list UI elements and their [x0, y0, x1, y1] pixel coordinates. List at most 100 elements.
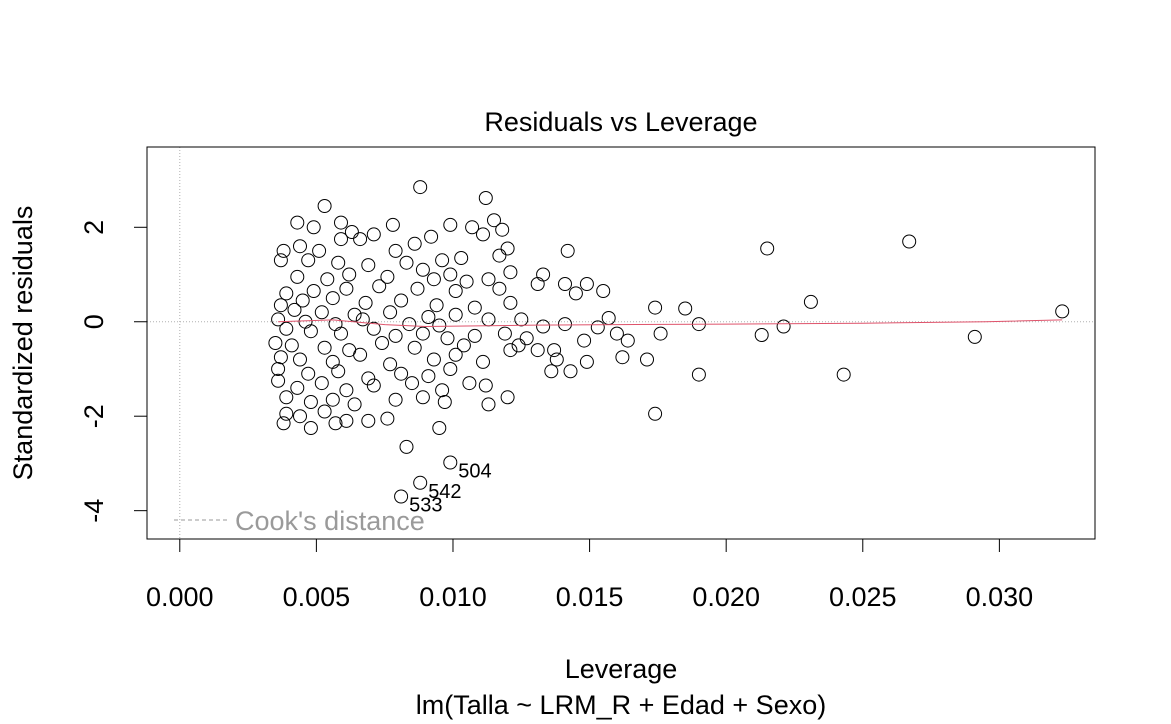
y-tick-label: -4: [79, 499, 109, 523]
data-point: [462, 376, 477, 391]
data-point: [328, 416, 343, 431]
data-point: [437, 395, 452, 409]
data-point: [276, 416, 291, 431]
data-point: [331, 255, 346, 270]
data-point: [293, 352, 307, 367]
data-point: [500, 241, 515, 256]
data-point: [342, 267, 357, 282]
data-point: [415, 326, 430, 341]
point-label: 504: [458, 461, 491, 483]
y-tick-label: 2: [79, 220, 109, 235]
data-point: [380, 269, 395, 284]
data-point: [432, 421, 447, 435]
data-point: [314, 376, 329, 391]
data-point: [293, 239, 307, 254]
data-point: [290, 269, 305, 284]
data-point: [415, 262, 430, 277]
data-point: [640, 352, 654, 367]
data-point: [380, 411, 395, 426]
data-point: [481, 397, 496, 412]
data-point: [361, 371, 376, 386]
data-point: [402, 317, 417, 332]
data-point: [339, 383, 354, 398]
data-point: [609, 326, 624, 341]
data-point: [558, 277, 572, 291]
data-point: [465, 220, 480, 235]
data-point: [760, 241, 775, 256]
data-point: [407, 340, 422, 355]
y-axis-label: Standardized residuals: [8, 206, 38, 481]
data-point: [467, 300, 482, 315]
data-point: [334, 215, 348, 230]
data-point: [596, 284, 611, 298]
data-point: [383, 357, 398, 372]
data-point: [273, 350, 288, 365]
data-point: [435, 383, 450, 398]
data-point: [536, 319, 551, 334]
data-point: [271, 362, 286, 376]
data-point: [295, 293, 310, 308]
data-point: [366, 227, 381, 242]
data-point: [375, 336, 389, 350]
point-label: 542: [428, 481, 461, 503]
data-point: [388, 392, 403, 407]
x-tick-label: 0.020: [692, 582, 760, 612]
data-point: [312, 243, 327, 258]
data-point: [497, 326, 512, 341]
data-point: [388, 243, 403, 258]
data-point: [339, 413, 354, 428]
data-point: [530, 277, 545, 291]
data-point: [399, 255, 414, 270]
plot-frame: [146, 146, 1096, 540]
data-point: [424, 229, 439, 244]
x-tick-label: 0.005: [283, 582, 351, 612]
data-point: [413, 475, 428, 490]
data-point: [279, 390, 294, 405]
data-point: [385, 217, 400, 232]
data-point: [405, 376, 419, 391]
data-point: [530, 343, 545, 358]
data-point: [481, 312, 496, 327]
data-point: [691, 367, 706, 382]
data-point: [476, 227, 490, 242]
data-point: [279, 321, 294, 336]
x-tick-label: 0.010: [419, 582, 487, 612]
data-point: [456, 338, 471, 353]
data-point: [358, 295, 373, 310]
data-point: [426, 272, 441, 287]
data-point: [544, 364, 559, 379]
data-point: [429, 298, 444, 313]
data-point: [678, 301, 693, 316]
data-point: [394, 293, 409, 308]
data-point: [361, 413, 376, 428]
data-point: [334, 232, 348, 247]
data-point: [271, 312, 286, 327]
data-point: [514, 312, 529, 327]
data-point: [293, 409, 307, 424]
data-point: [577, 333, 592, 348]
data-point: [339, 281, 354, 296]
data-point: [303, 421, 318, 435]
data-point: [519, 331, 534, 346]
chart-subtitle: lm(Talla ~ LRM_R + Edad + Sexo): [416, 690, 826, 720]
data-point: [776, 319, 791, 334]
data-point: [568, 286, 583, 301]
data-point: [279, 286, 294, 301]
data-point: [361, 258, 376, 273]
data-point: [306, 284, 321, 298]
data-point: [271, 373, 286, 388]
data-point: [331, 364, 346, 379]
data-point: [421, 369, 436, 384]
legend-label: Cook's distance: [235, 506, 425, 536]
x-tick-label: 0.025: [829, 582, 897, 612]
data-point: [394, 366, 409, 381]
data-point: [648, 406, 663, 421]
data-point: [492, 281, 507, 296]
x-tick-label: 0.030: [966, 582, 1034, 612]
data-point: [410, 281, 425, 296]
data-point: [500, 390, 515, 405]
data-point: [467, 328, 482, 343]
data-point: [353, 347, 368, 362]
data-point: [615, 350, 630, 365]
